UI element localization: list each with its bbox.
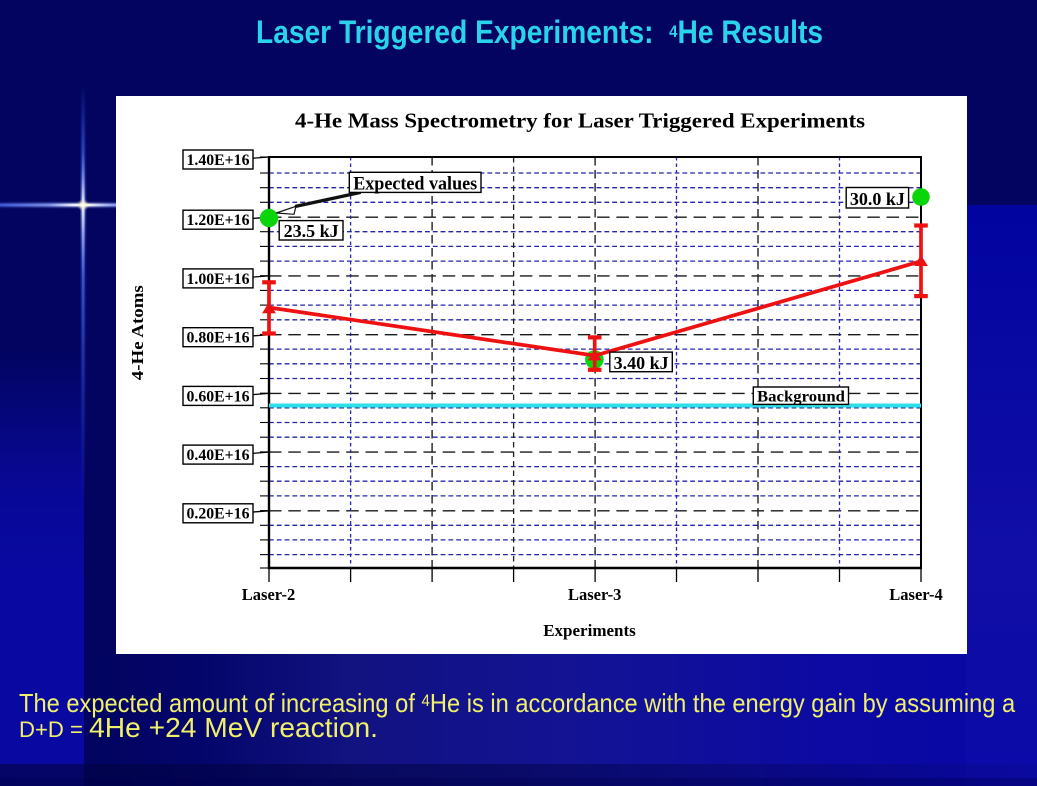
svg-text:4-He Atoms: 4-He Atoms <box>128 285 147 381</box>
svg-text:1.20E+16: 1.20E+16 <box>187 212 250 229</box>
svg-text:Experiments: Experiments <box>543 621 636 640</box>
svg-text:30.0 kJ: 30.0 kJ <box>850 189 905 209</box>
svg-text:4-He Mass Spectrometry for Las: 4-He Mass Spectrometry for Laser Trigger… <box>295 108 865 132</box>
svg-text:Background: Background <box>757 388 845 405</box>
svg-text:1.00E+16: 1.00E+16 <box>187 271 250 288</box>
svg-text:23.5 kJ: 23.5 kJ <box>284 221 339 241</box>
svg-text:Laser-3: Laser-3 <box>568 585 621 604</box>
svg-text:Laser-4: Laser-4 <box>889 585 942 604</box>
svg-text:0.60E+16: 0.60E+16 <box>187 388 250 405</box>
svg-text:Expected values: Expected values <box>353 174 477 194</box>
svg-text:Laser-2: Laser-2 <box>242 585 295 604</box>
svg-text:0.80E+16: 0.80E+16 <box>187 330 250 347</box>
svg-text:0.40E+16: 0.40E+16 <box>187 447 250 464</box>
svg-text:1.40E+16: 1.40E+16 <box>187 152 250 169</box>
svg-text:3.40 kJ: 3.40 kJ <box>614 353 669 373</box>
svg-text:0.20E+16: 0.20E+16 <box>187 506 250 523</box>
